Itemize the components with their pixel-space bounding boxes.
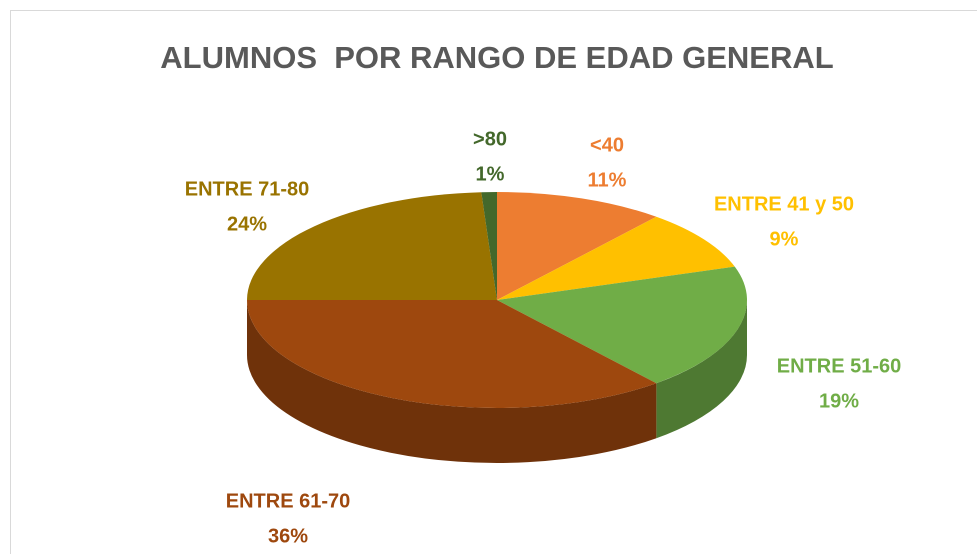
slice-side: [247, 300, 657, 464]
value-label: 1%: [476, 163, 505, 185]
value-label: 19%: [819, 390, 859, 412]
tops: [247, 192, 747, 408]
sides: [247, 300, 747, 464]
slice: [497, 216, 735, 300]
chart-title: ALUMNOS POR RANGO DE EDAD GENERAL: [160, 40, 833, 75]
value-label: 24%: [227, 213, 267, 235]
category-label: >80: [473, 128, 507, 150]
slice-side: [656, 300, 747, 439]
category-label: ENTRE 61-70: [226, 490, 351, 512]
value-label: 11%: [588, 169, 627, 191]
value-label: 9%: [770, 228, 799, 250]
slice: [497, 266, 747, 384]
slice: [481, 192, 497, 300]
category-label: ENTRE 71-80: [185, 178, 310, 200]
slice: [247, 192, 497, 300]
category-label: <40: [590, 134, 624, 156]
slice: [247, 300, 657, 408]
labels: <40 11% ENTRE 41 y 50 9% ENTRE 51-60 19% ENTRE…: [185, 128, 902, 547]
value-label: 36%: [268, 525, 308, 547]
category-label: ENTRE 51-60: [777, 355, 902, 377]
category-label: ENTRE 41 y 50: [714, 193, 854, 215]
slice: [497, 192, 657, 300]
